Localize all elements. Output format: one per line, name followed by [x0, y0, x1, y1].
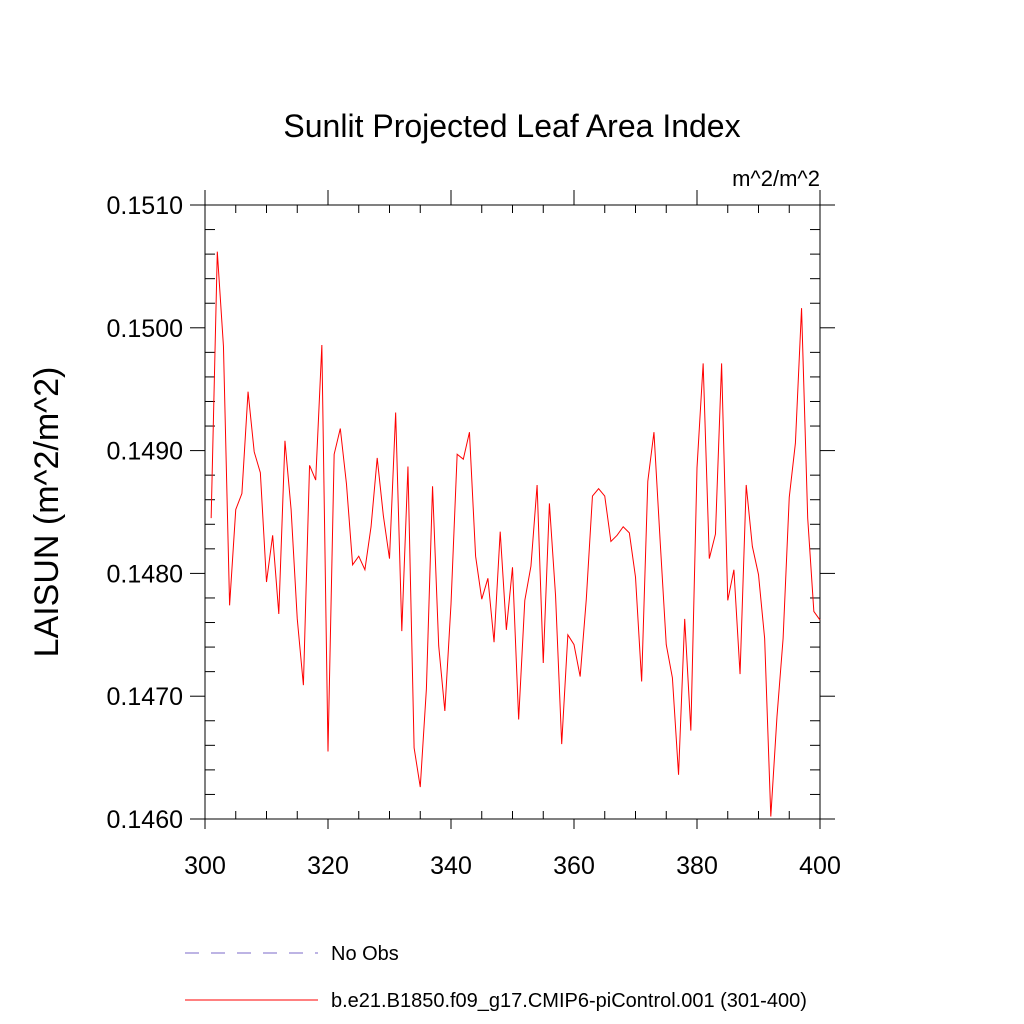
y-tick-label: 0.1490	[107, 438, 183, 466]
legend-label-0: No Obs	[331, 943, 399, 965]
y-tick-label: 0.1510	[107, 192, 183, 220]
chart-title: Sunlit Projected Leaf Area Index	[283, 108, 740, 144]
minor-ticks	[205, 205, 820, 819]
y-tick-label: 0.1470	[107, 683, 183, 711]
y-axis-label: LAISUN (m^2/m^2)	[28, 367, 66, 658]
x-tick-label: 400	[799, 852, 841, 880]
legend: No Obs b.e21.B1850.f09_g17.CMIP6-piContro…	[185, 943, 807, 1012]
plot-area-frame	[204, 204, 821, 820]
x-tick-label: 360	[553, 852, 595, 880]
x-tick-label: 320	[307, 852, 349, 880]
data-series	[210, 251, 821, 817]
y-tick-label: 0.1460	[107, 806, 183, 834]
legend-label-1: b.e21.B1850.f09_g17.CMIP6-piControl.001 …	[331, 990, 807, 1012]
units-label: m^2/m^2	[732, 166, 820, 191]
x-tick-label: 340	[430, 852, 472, 880]
series-line-1	[210, 251, 821, 817]
y-axis-ticks: 0.1460 0.1470 0.1480 0.1490 0.1500 0.1510	[107, 192, 835, 834]
x-axis-ticks: 300 320 340 360 380 400	[184, 190, 841, 880]
y-tick-label: 0.1480	[107, 560, 183, 588]
y-tick-label: 0.1500	[107, 315, 183, 343]
x-tick-label: 300	[184, 852, 226, 880]
x-tick-label: 380	[676, 852, 718, 880]
